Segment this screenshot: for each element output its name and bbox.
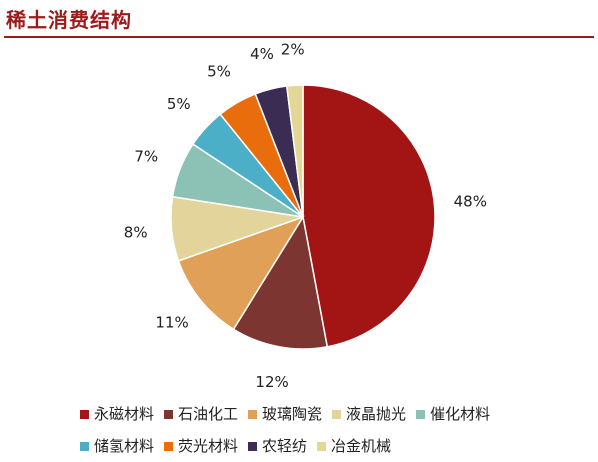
legend-item-7: 荧光材料 <box>164 430 238 462</box>
data-label-3: 11% <box>155 313 188 331</box>
legend-label: 永磁材料 <box>94 405 155 423</box>
data-label-6: 5% <box>167 95 191 113</box>
legend-swatch <box>248 441 258 451</box>
legend-item-8: 农轻纺 <box>248 430 307 462</box>
legend-swatch <box>80 409 89 419</box>
pie-slices <box>170 84 436 350</box>
legend-label: 冶金机械 <box>331 437 392 455</box>
data-label-9: 2% <box>281 40 305 58</box>
legend: 永磁材料 石油化工 玻璃陶瓷 液晶抛光 催化材料 储氢材料 荧光材料 农轻纺 冶金机械 <box>80 398 580 462</box>
legend-label: 石油化工 <box>178 405 239 423</box>
legend-swatch <box>80 441 89 451</box>
legend-label: 荧光材料 <box>178 437 239 455</box>
legend-swatch <box>416 409 426 419</box>
legend-item-5: 催化材料 <box>416 398 490 430</box>
data-label-1: 48% <box>454 193 487 211</box>
data-label-5: 7% <box>134 147 158 165</box>
legend-swatch <box>332 409 342 419</box>
legend-label: 液晶抛光 <box>346 405 407 423</box>
data-label-8: 4% <box>250 45 274 63</box>
legend-item-9: 冶金机械 <box>317 430 391 462</box>
legend-row: 储氢材料 荧光材料 农轻纺 冶金机械 <box>80 430 580 462</box>
pie-slice-3 <box>177 215 305 331</box>
legend-swatch <box>248 409 258 419</box>
legend-row: 永磁材料 石油化工 玻璃陶瓷 液晶抛光 催化材料 <box>80 398 580 430</box>
legend-swatch <box>164 441 174 451</box>
pie-slice-9 <box>285 84 304 218</box>
legend-label: 储氢材料 <box>94 437 155 455</box>
page-title: 稀土消费结构 <box>6 8 132 32</box>
legend-swatch <box>317 441 327 451</box>
legend-item-2: 石油化工 <box>164 398 238 430</box>
legend-item-6: 储氢材料 <box>80 430 154 462</box>
legend-label: 农轻纺 <box>262 437 308 455</box>
data-label-4: 8% <box>124 224 148 242</box>
data-label-2: 12% <box>255 373 288 391</box>
data-label-7: 5% <box>207 63 231 81</box>
legend-item-1: 永磁材料 <box>80 398 154 430</box>
legend-swatch <box>164 409 174 419</box>
legend-item-4: 液晶抛光 <box>332 398 406 430</box>
title-divider <box>4 36 594 38</box>
pie-slice-1 <box>302 84 436 348</box>
legend-label: 催化材料 <box>430 405 491 423</box>
legend-label: 玻璃陶瓷 <box>262 405 323 423</box>
pie-slice-2 <box>232 214 329 350</box>
pie-data-labels: 48% 12% 11% 8% 7% 5% 5% 4% 2% <box>124 40 487 391</box>
legend-item-3: 玻璃陶瓷 <box>248 398 322 430</box>
